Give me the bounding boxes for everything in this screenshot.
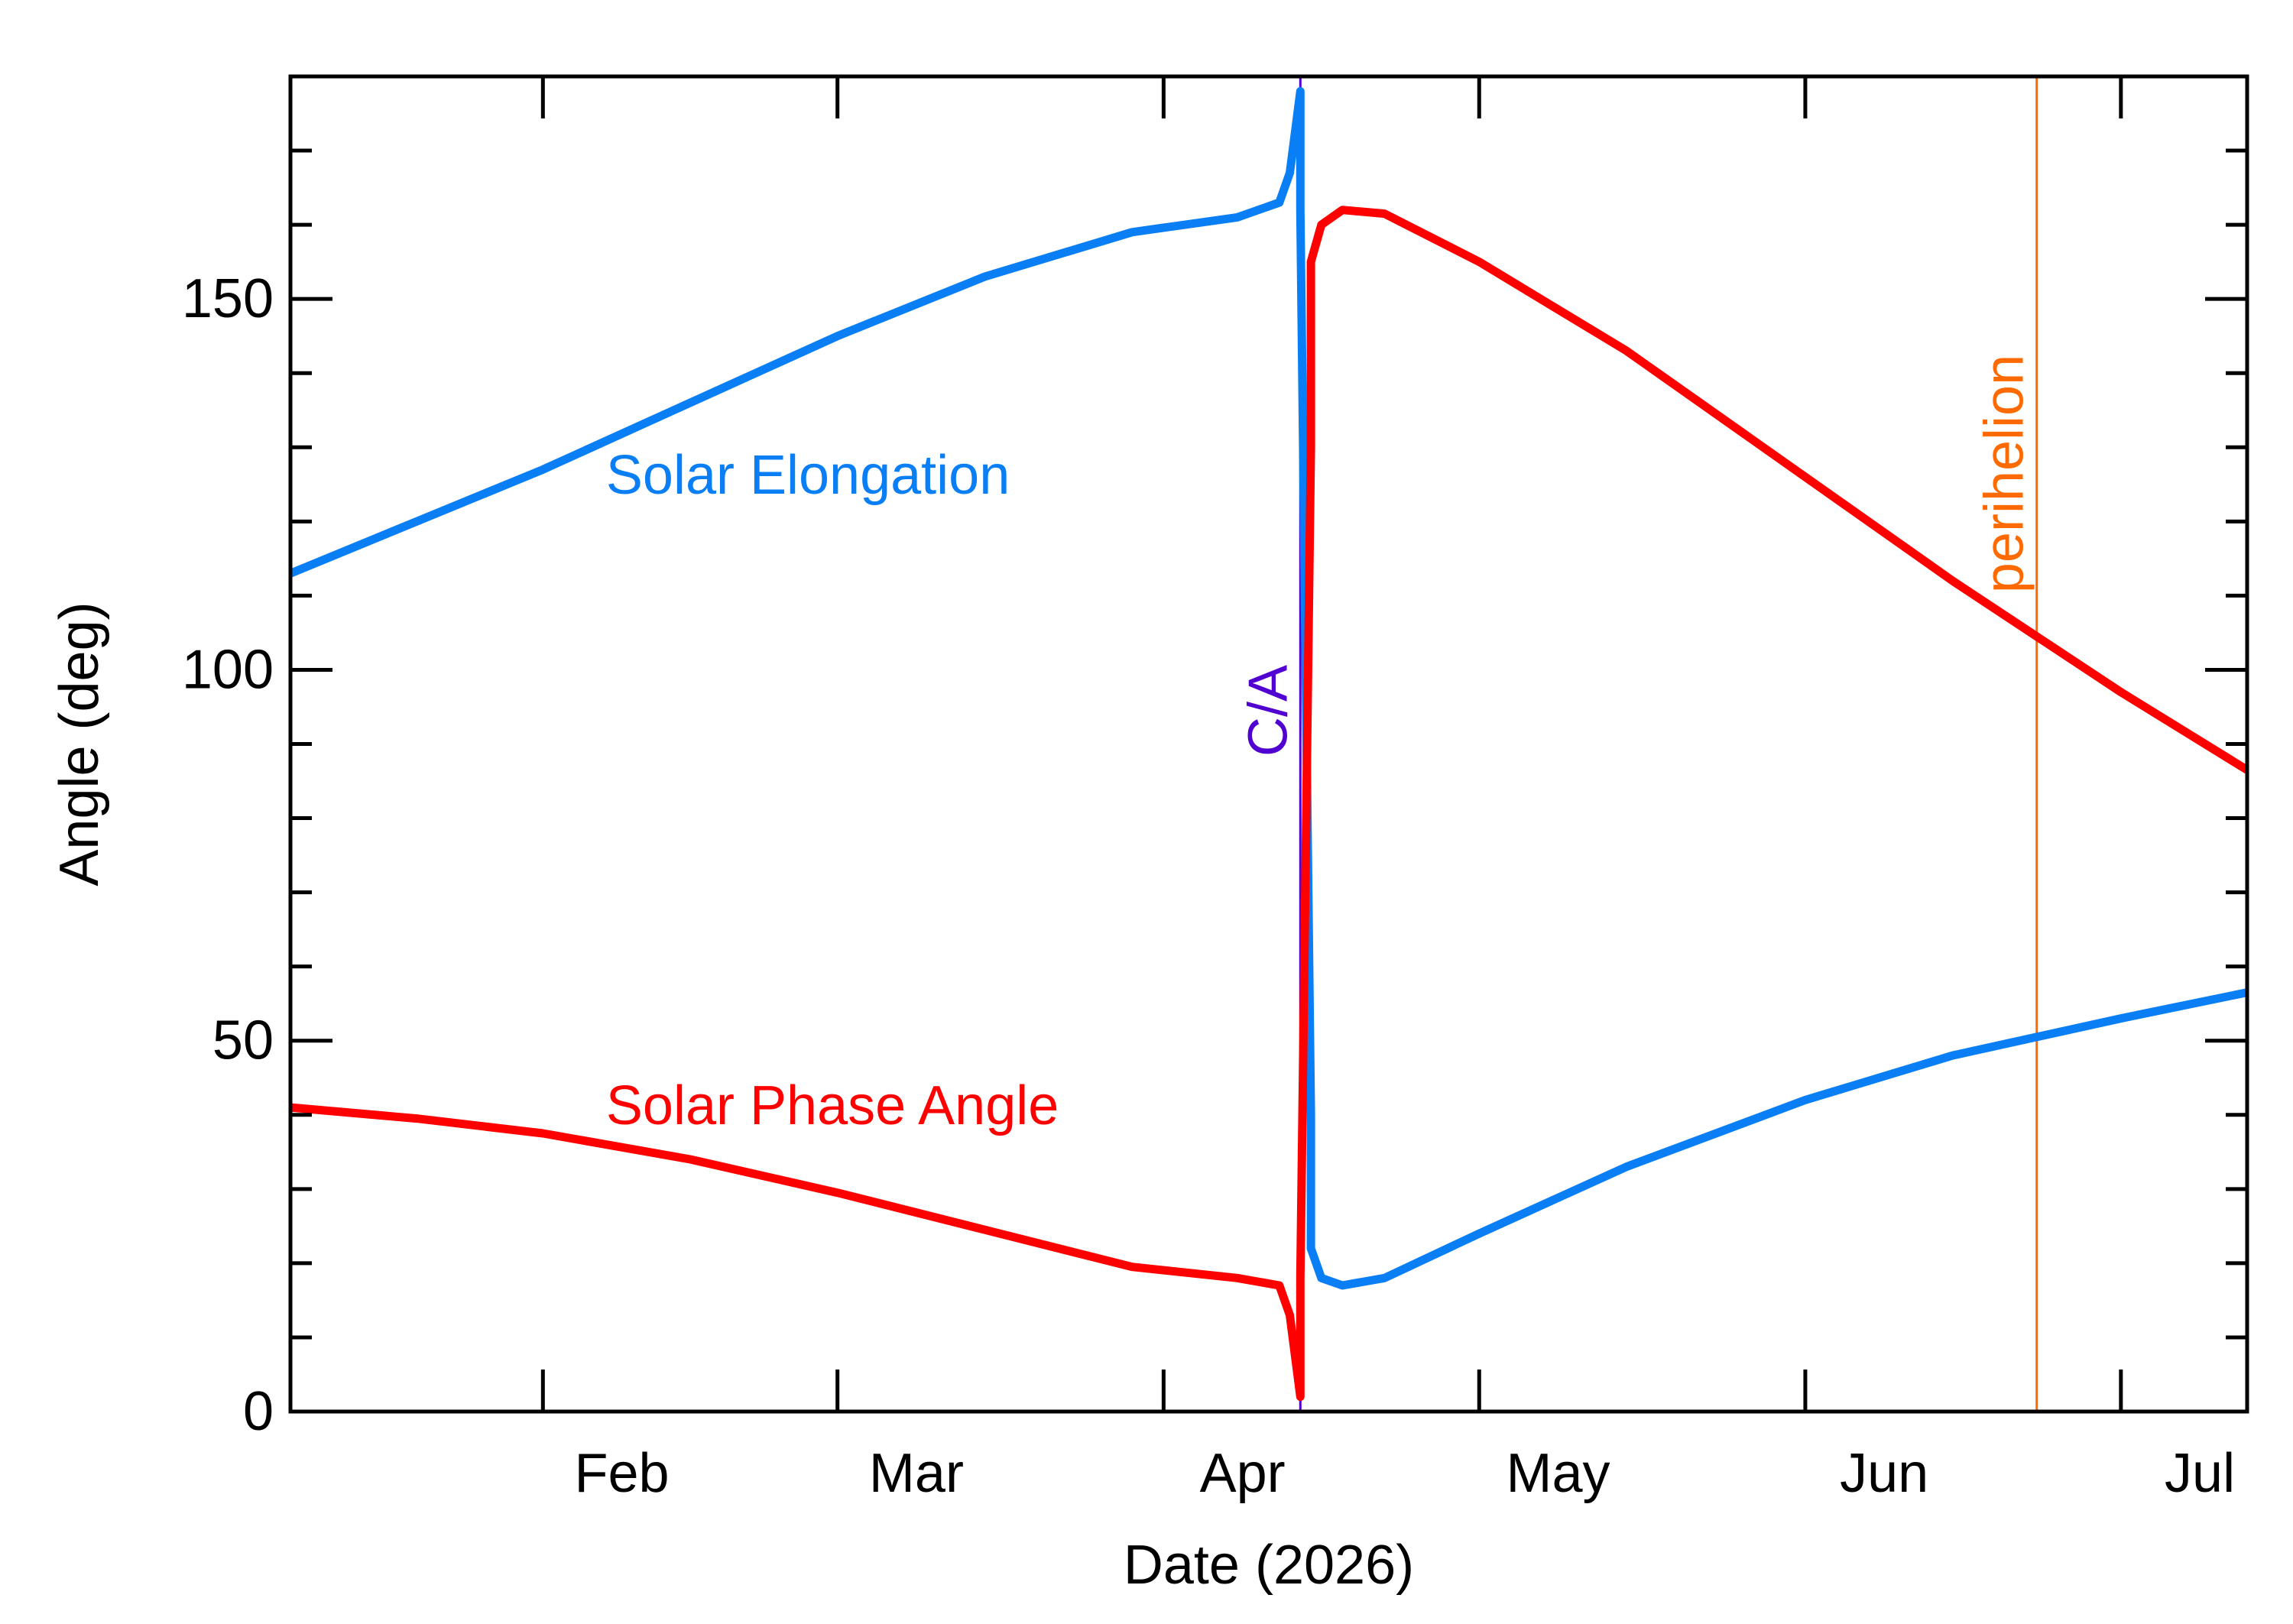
y-tick-label: 0 bbox=[243, 1381, 274, 1442]
marker-label-c-a: C/A bbox=[1237, 665, 1299, 757]
x-tick-label: Jul bbox=[2165, 1443, 2235, 1504]
x-tick-label: May bbox=[1506, 1443, 1610, 1504]
series-line-solar-elongation bbox=[288, 86, 2249, 1290]
series-annotation-solar-phase-angle: Solar Phase Angle bbox=[606, 1075, 1059, 1136]
x-axis-label: Date (2026) bbox=[1124, 1535, 1414, 1596]
y-tick-label: 150 bbox=[182, 268, 274, 329]
x-tick-label: Apr bbox=[1200, 1443, 1286, 1504]
marker-lines bbox=[1299, 76, 2038, 1412]
x-tick-label: Mar bbox=[869, 1443, 964, 1504]
marker-label-perihelion: perihelion bbox=[1974, 355, 2035, 593]
series-line-solar-phase-angle bbox=[290, 206, 2249, 1402]
y-tick-label: 100 bbox=[182, 639, 274, 700]
y-axis-label: Angle (deg) bbox=[49, 601, 110, 886]
chart-labels: 0 50 100 150 Feb Mar Apr May Jun Jul Date (2026) An… bbox=[49, 268, 2235, 1596]
plot-frame bbox=[288, 74, 2249, 1414]
y-tick-label: 50 bbox=[212, 1010, 274, 1071]
series-annotation-solar-elongation: Solar Elongation bbox=[606, 445, 1010, 506]
series-lines bbox=[288, 86, 2249, 1402]
x-tick-label: Jun bbox=[1840, 1443, 1928, 1504]
x-tick-label: Feb bbox=[575, 1443, 670, 1504]
